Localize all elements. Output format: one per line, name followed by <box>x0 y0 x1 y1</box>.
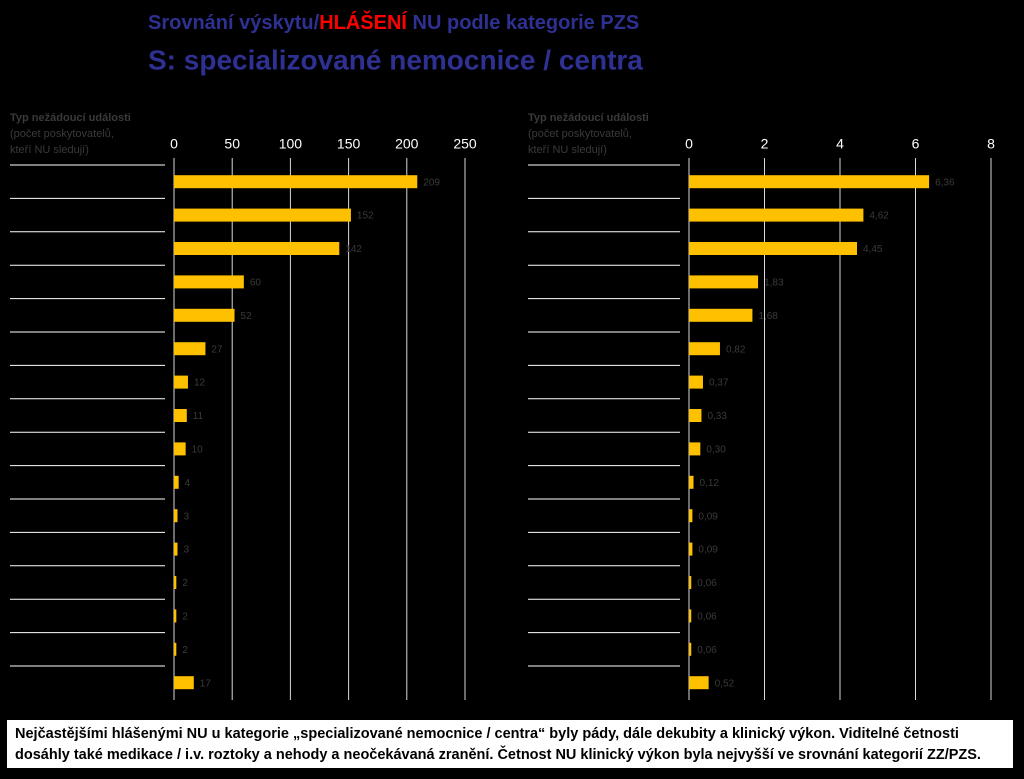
x-tick-label: 4 <box>836 136 844 152</box>
bar <box>689 442 701 456</box>
value-label: 12 <box>194 378 206 389</box>
value-label: 2 <box>182 578 188 589</box>
bar <box>689 409 702 422</box>
axis-label: kteří NU sledují) <box>10 144 89 156</box>
x-tick-label: 250 <box>453 136 477 152</box>
value-label: 0,06 <box>697 578 717 589</box>
x-tick-label: 200 <box>395 136 419 152</box>
subtitle: S: specializované nemocnice / centra <box>148 44 643 75</box>
bar <box>689 642 692 656</box>
value-label: 152 <box>357 211 374 222</box>
bar <box>689 208 864 222</box>
value-label: 1,68 <box>758 311 778 322</box>
value-label: 0,06 <box>697 645 717 656</box>
value-label: 4,45 <box>863 244 883 255</box>
value-label: 2 <box>182 645 188 656</box>
bar <box>174 308 235 322</box>
value-label: 209 <box>423 177 440 188</box>
note-line: dosáhly také medikace / i.v. roztoky a n… <box>15 747 981 763</box>
bar <box>174 208 351 222</box>
value-label: 52 <box>241 311 253 322</box>
note: Nejčastějšími hlášenými NU u kategorie „… <box>5 718 1015 770</box>
value-label: 4 <box>185 478 191 489</box>
bar <box>174 342 206 356</box>
bar <box>174 475 179 489</box>
bar <box>689 342 720 356</box>
bar <box>174 542 178 556</box>
x-tick-label: 100 <box>279 136 303 152</box>
value-label: 0,30 <box>706 445 726 456</box>
bar <box>174 409 187 422</box>
bar <box>174 375 188 389</box>
value-label: 3 <box>183 511 189 522</box>
bar <box>689 308 753 322</box>
bar <box>174 175 418 189</box>
note-line: Nejčastějšími hlášenými NU u kategorie „… <box>15 726 959 742</box>
bar <box>689 375 703 389</box>
bar <box>174 242 340 255</box>
bar <box>689 175 930 189</box>
title-part: HLÁŠENÍ <box>319 10 407 34</box>
bar <box>174 576 177 589</box>
value-label: 4,62 <box>869 211 889 222</box>
bar <box>689 576 692 589</box>
value-label: 6,36 <box>935 177 955 188</box>
title-part: NU podle kategorie PZS <box>407 12 639 34</box>
value-label: 0,52 <box>715 678 735 689</box>
value-label: 11 <box>193 411 204 422</box>
axis-label: kteří NU sledují) <box>528 144 607 156</box>
value-label: 0,82 <box>726 344 746 355</box>
bar <box>689 509 693 523</box>
value-label: 0,37 <box>709 378 729 389</box>
x-tick-label: 6 <box>912 136 920 152</box>
x-tick-label: 8 <box>987 136 995 152</box>
value-label: 0,06 <box>697 612 717 623</box>
bar <box>174 676 194 690</box>
axis-label: Typ nežádoucí události <box>528 112 649 124</box>
bar <box>174 275 244 289</box>
axis-label: (počet poskytovatelů, <box>528 128 632 140</box>
x-tick-label: 150 <box>337 136 361 152</box>
value-label: 60 <box>250 278 262 289</box>
bar <box>174 642 177 656</box>
x-tick-label: 0 <box>685 136 693 152</box>
axis-label: (počet poskytovatelů, <box>10 128 114 140</box>
bar <box>689 609 692 623</box>
title-part: Srovnání výskytu/ <box>148 12 320 34</box>
bar <box>689 676 709 690</box>
value-label: 142 <box>345 244 362 255</box>
value-label: 0,09 <box>698 511 718 522</box>
x-tick-label: 2 <box>761 136 769 152</box>
bar <box>174 442 186 456</box>
axis-label: Typ nežádoucí události <box>10 112 131 124</box>
bar <box>174 609 177 623</box>
value-label: 27 <box>211 344 223 355</box>
bar <box>174 509 178 523</box>
value-label: 10 <box>192 445 204 456</box>
value-label: 1,83 <box>764 278 784 289</box>
x-tick-label: 0 <box>170 136 178 152</box>
value-label: 3 <box>183 545 189 556</box>
value-label: 0,33 <box>707 411 727 422</box>
bar <box>689 275 759 289</box>
bar <box>689 242 857 255</box>
bar <box>689 475 694 489</box>
value-label: 2 <box>182 612 188 623</box>
x-tick-label: 50 <box>224 136 240 152</box>
value-label: 17 <box>200 678 212 689</box>
value-label: 0,12 <box>700 478 720 489</box>
bar <box>689 542 693 556</box>
value-label: 0,09 <box>698 545 718 556</box>
title: Srovnání výskytu/HLÁŠENÍ NU podle katego… <box>148 10 639 34</box>
